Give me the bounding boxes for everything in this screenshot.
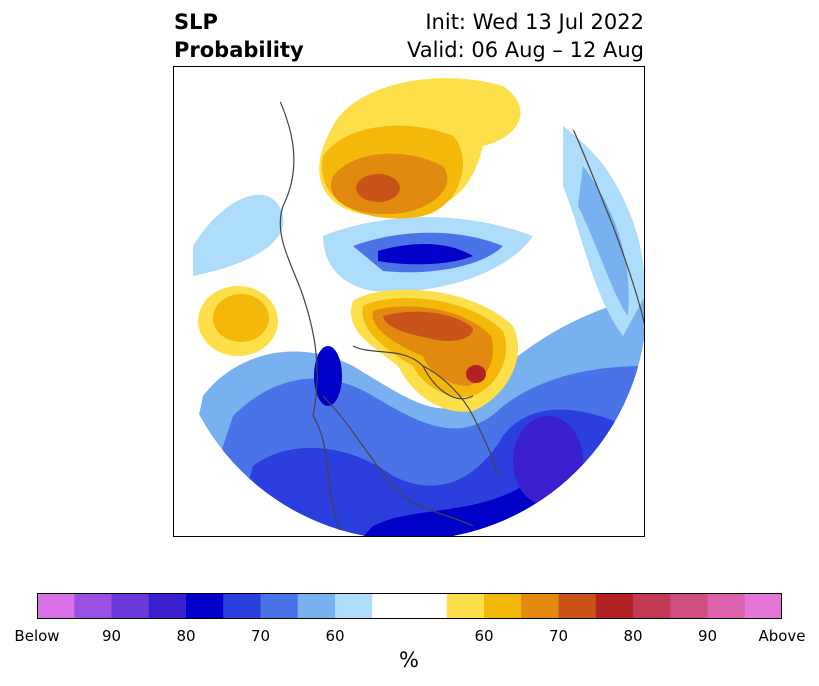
- colorbar-tick-label: 60: [474, 627, 494, 645]
- colorbar-segment: [111, 593, 150, 619]
- colorbar-segment: [372, 593, 410, 619]
- below-belt-80: [378, 244, 473, 265]
- colorbar-segment: [446, 593, 485, 619]
- colorbar-segment: [558, 593, 597, 619]
- above-region-arctic-75: [383, 311, 473, 341]
- coastlines: [272, 85, 645, 537]
- init-date: Init: Wed 13 Jul 2022: [425, 10, 644, 34]
- colorbar-tick-label: Above: [758, 627, 806, 645]
- colorbar-tick-label: 60: [325, 627, 345, 645]
- title-left: SLP Probability: [174, 8, 304, 64]
- above-region-pacific-65: [213, 294, 269, 342]
- colorbar-segment: [186, 593, 224, 619]
- colorbar-tick-label: 70: [548, 627, 569, 645]
- colorbar-tick-label: 90: [101, 627, 122, 645]
- colorbar-tick-label: 90: [697, 627, 718, 645]
- colorbar-segment: [707, 593, 746, 619]
- below-region-east-65: [578, 166, 629, 316]
- map-frame: [173, 66, 645, 537]
- colorbar-segment: [37, 593, 75, 619]
- below-region-pacific: [193, 194, 284, 276]
- colorbar-segment: [670, 593, 708, 619]
- colorbar-tick-label: Below: [14, 627, 60, 645]
- variable-subtitle: Probability: [174, 38, 304, 62]
- colorbar: [37, 593, 782, 619]
- colorbar-segment: [223, 593, 261, 619]
- above-core-arctic: [466, 365, 486, 383]
- colorbar-segment: [297, 593, 336, 619]
- probability-map: [173, 66, 645, 537]
- colorbar-segment: [260, 593, 299, 619]
- below-core-west: [314, 346, 342, 406]
- colorbar-segment: [148, 593, 187, 619]
- variable-title: SLP: [174, 10, 218, 34]
- colorbar-segment: [521, 593, 559, 619]
- colorbar-segment: [335, 593, 373, 619]
- above-core-north: [356, 174, 400, 202]
- colorbar-segment: [595, 593, 634, 619]
- colorbar-segment: [633, 593, 671, 619]
- colorbar-segment: [74, 593, 112, 619]
- colorbar-tick-label: 80: [623, 627, 643, 645]
- colorbar-tick-label: 80: [176, 627, 196, 645]
- colorbar-unit: %: [399, 648, 419, 672]
- colorbar-segment: [484, 593, 522, 619]
- colorbar-segment: [744, 593, 782, 619]
- colorbar-tick-label: 70: [250, 627, 271, 645]
- valid-range: Valid: 06 Aug – 12 Aug: [406, 38, 644, 62]
- title-right: Init: Wed 13 Jul 2022 Valid: 06 Aug – 12…: [407, 8, 644, 64]
- colorbar-segment: [409, 593, 448, 619]
- colorbar-frame: [37, 593, 782, 619]
